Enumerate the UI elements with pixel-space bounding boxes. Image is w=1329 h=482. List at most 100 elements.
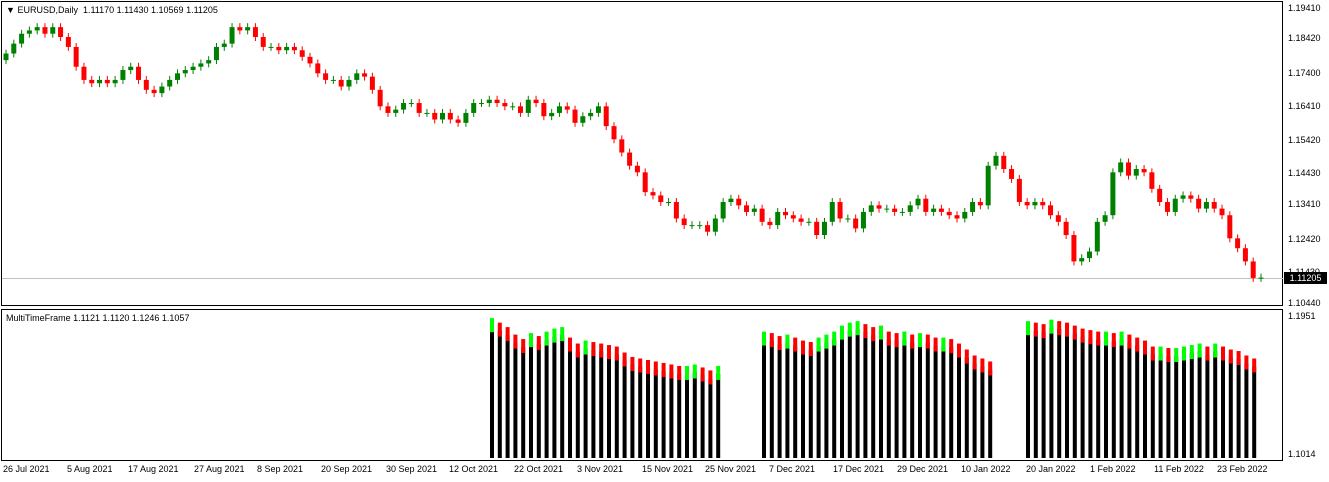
mtf-bar-cap: [933, 337, 938, 352]
mtf-bar: [692, 372, 697, 458]
mtf-bar-cap: [1026, 321, 1030, 336]
candle-body: [720, 202, 726, 219]
main-panel-frame: [1, 1, 1283, 306]
time-tick-label: 23 Feb 2022: [1217, 464, 1268, 474]
time-tick-label: 7 Dec 2021: [769, 464, 816, 474]
candle-body: [853, 218, 859, 229]
candle-body: [81, 66, 87, 80]
mtf-bar-cap: [902, 331, 907, 346]
candle-body: [767, 221, 773, 226]
candle-body: [159, 86, 165, 94]
candle-body: [681, 218, 687, 226]
mtf-bar-cap: [863, 324, 868, 339]
mtf-bar: [513, 342, 518, 458]
candle-body: [58, 27, 64, 38]
mtf-bar-cap: [708, 370, 713, 385]
mtf-bar: [677, 373, 682, 458]
candle-body: [65, 37, 71, 47]
mtf-bar: [638, 366, 643, 458]
candle-body: [229, 27, 235, 44]
mtf-bar-cap: [1127, 334, 1132, 349]
candle-body: [525, 99, 531, 113]
candle-body: [1157, 188, 1163, 203]
mtf-bar-cap: [497, 322, 502, 337]
candle-body: [330, 79, 336, 81]
mtf-bar: [1150, 354, 1155, 458]
candle-body: [892, 208, 898, 212]
candle-body: [393, 109, 399, 113]
mtf-bar: [972, 363, 977, 458]
mtf-bar-cap: [1228, 349, 1233, 364]
mtf-bar-cap: [847, 322, 852, 337]
candle-body: [385, 106, 391, 113]
mtf-bar: [808, 350, 813, 458]
mtf-bar-cap: [824, 334, 829, 349]
symbol-label: EURUSD,Daily: [17, 5, 78, 15]
mtf-bar-cap: [638, 358, 643, 373]
candle-body: [1188, 195, 1194, 199]
candle-body: [128, 66, 134, 71]
candle-body: [408, 103, 414, 105]
mtf-bar-cap: [777, 336, 782, 351]
candle-body: [50, 27, 56, 34]
candle-body: [260, 37, 266, 47]
mtf-bar-cap: [1182, 346, 1186, 361]
mtf-bar: [1174, 356, 1179, 458]
candle-body: [627, 152, 633, 166]
candle-body: [1219, 208, 1225, 216]
mtf-bar: [847, 330, 852, 458]
price-tick-label: 1.18420: [1288, 33, 1321, 43]
chart-menu-icon[interactable]: ▼: [6, 5, 15, 15]
candle-body: [556, 106, 562, 113]
candle-body: [112, 79, 118, 84]
price-tick-label: 1.15420: [1288, 135, 1321, 145]
mtf-bar: [653, 369, 658, 458]
candle-body: [619, 139, 625, 153]
mtf-bar: [560, 335, 565, 458]
mtf-bar: [700, 375, 705, 458]
candle-body: [510, 106, 516, 108]
sub-title: MultiTimeFrame 1.1121 1.1120 1.1246 1.10…: [6, 313, 190, 323]
candle-body: [11, 43, 17, 54]
mtf-bar-cap: [840, 325, 844, 340]
mtf-bar: [536, 344, 541, 458]
mtf-bar-cap: [1049, 319, 1054, 334]
candle-body: [362, 73, 368, 77]
time-tick-label: 15 Nov 2021: [642, 464, 694, 474]
mtf-bar: [1033, 330, 1038, 458]
candle-body: [595, 106, 601, 113]
mtf-bar-cap: [1213, 343, 1218, 358]
candle-body: [759, 208, 765, 222]
candle-body: [673, 202, 679, 219]
mtf-bar: [1080, 336, 1085, 458]
mtf-bar: [1244, 363, 1249, 458]
candle-body: [814, 221, 820, 236]
mtf-bar: [1111, 341, 1116, 458]
candle-body: [634, 165, 640, 173]
time-tick-label: 29 Dec 2021: [897, 464, 949, 474]
candle-body: [104, 79, 110, 84]
candle-body: [938, 208, 944, 212]
mtf-bar-cap: [894, 333, 899, 348]
mtf-bar: [1158, 354, 1163, 458]
mtf-bar-cap: [677, 365, 682, 380]
candle-body: [34, 27, 40, 31]
candle-body: [884, 208, 890, 210]
mtf-bar: [1228, 357, 1233, 458]
candle-body: [1235, 238, 1241, 249]
ohlc-label: 1.11170 1.11430 1.10569 1.11205: [82, 5, 218, 15]
candle-body: [899, 211, 905, 213]
mtf-bar-cap: [855, 321, 860, 336]
mtf-bar-cap: [1104, 331, 1108, 346]
mtf-bar-cap: [1236, 351, 1241, 366]
mtf-bar-cap: [1205, 346, 1210, 361]
price-tick-label: 1.12420: [1288, 234, 1321, 244]
mtf-bar-cap: [599, 343, 604, 358]
candle-body: [502, 103, 508, 107]
candle-body: [915, 198, 921, 206]
mtf-bar: [762, 339, 766, 458]
mtf-bar-cap: [583, 340, 588, 355]
mtf-bar: [614, 354, 619, 458]
candle-body: [564, 106, 570, 110]
